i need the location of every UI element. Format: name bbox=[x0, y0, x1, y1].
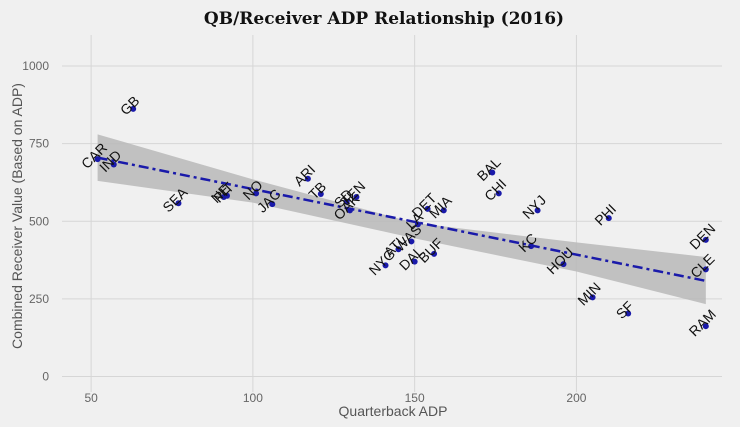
data-point bbox=[343, 198, 350, 205]
data-point bbox=[702, 323, 709, 330]
y-axis-label: Combined Receiver Value (Based on ADP) bbox=[9, 83, 25, 349]
point-label: GB bbox=[117, 93, 143, 119]
confidence-band bbox=[97, 134, 706, 305]
data-point bbox=[411, 258, 418, 265]
y-tick-label: 500 bbox=[29, 214, 49, 228]
point-label: MIN bbox=[574, 279, 603, 308]
grid-lines bbox=[62, 35, 722, 392]
data-point bbox=[224, 192, 230, 199]
x-tick-label: 150 bbox=[405, 391, 425, 405]
x-tick-label: 50 bbox=[84, 391, 98, 405]
tick-labels-layer: 50 100 150 200 0 250 500 750 1000 bbox=[22, 59, 586, 405]
points-layer bbox=[94, 105, 709, 330]
data-point bbox=[702, 266, 709, 273]
y-tick-label: 250 bbox=[29, 292, 49, 306]
data-point bbox=[424, 205, 431, 212]
data-point bbox=[382, 262, 389, 269]
data-point bbox=[414, 221, 421, 228]
data-point bbox=[110, 161, 117, 168]
point-label: RAM bbox=[686, 306, 719, 339]
data-point bbox=[528, 243, 535, 250]
data-point bbox=[702, 236, 709, 243]
data-point bbox=[346, 207, 353, 214]
data-point bbox=[317, 190, 324, 197]
data-point bbox=[589, 294, 596, 301]
data-point bbox=[408, 238, 415, 245]
trendline-layer bbox=[97, 156, 707, 283]
data-point bbox=[395, 246, 402, 253]
data-point bbox=[495, 190, 502, 197]
data-point bbox=[253, 190, 260, 197]
y-tick-label: 1000 bbox=[22, 59, 49, 73]
point-label: SF bbox=[613, 298, 637, 322]
data-point bbox=[269, 201, 276, 208]
data-point bbox=[605, 215, 612, 222]
y-tick-label: 0 bbox=[42, 369, 49, 383]
point-label: DEN bbox=[686, 220, 718, 252]
data-point bbox=[94, 156, 101, 163]
point-label: PHI bbox=[591, 201, 619, 229]
x-tick-label: 100 bbox=[243, 391, 263, 405]
x-tick-label: 200 bbox=[566, 391, 586, 405]
data-point bbox=[440, 207, 447, 214]
data-point bbox=[560, 261, 567, 268]
data-point bbox=[431, 250, 438, 257]
data-point bbox=[489, 169, 496, 176]
data-point bbox=[130, 105, 137, 112]
trendline bbox=[97, 156, 707, 283]
data-point bbox=[353, 194, 360, 201]
data-point bbox=[625, 310, 632, 317]
data-point bbox=[175, 200, 182, 207]
chart-title: QB/Receiver ADP Relationship (2016) bbox=[204, 9, 564, 29]
data-point bbox=[534, 207, 541, 214]
data-point bbox=[304, 175, 311, 182]
y-tick-label: 750 bbox=[29, 137, 49, 151]
x-axis-label: Quarterback ADP bbox=[339, 403, 448, 419]
point-label: NYJ bbox=[519, 192, 549, 222]
confidence-band-layer bbox=[97, 134, 706, 305]
